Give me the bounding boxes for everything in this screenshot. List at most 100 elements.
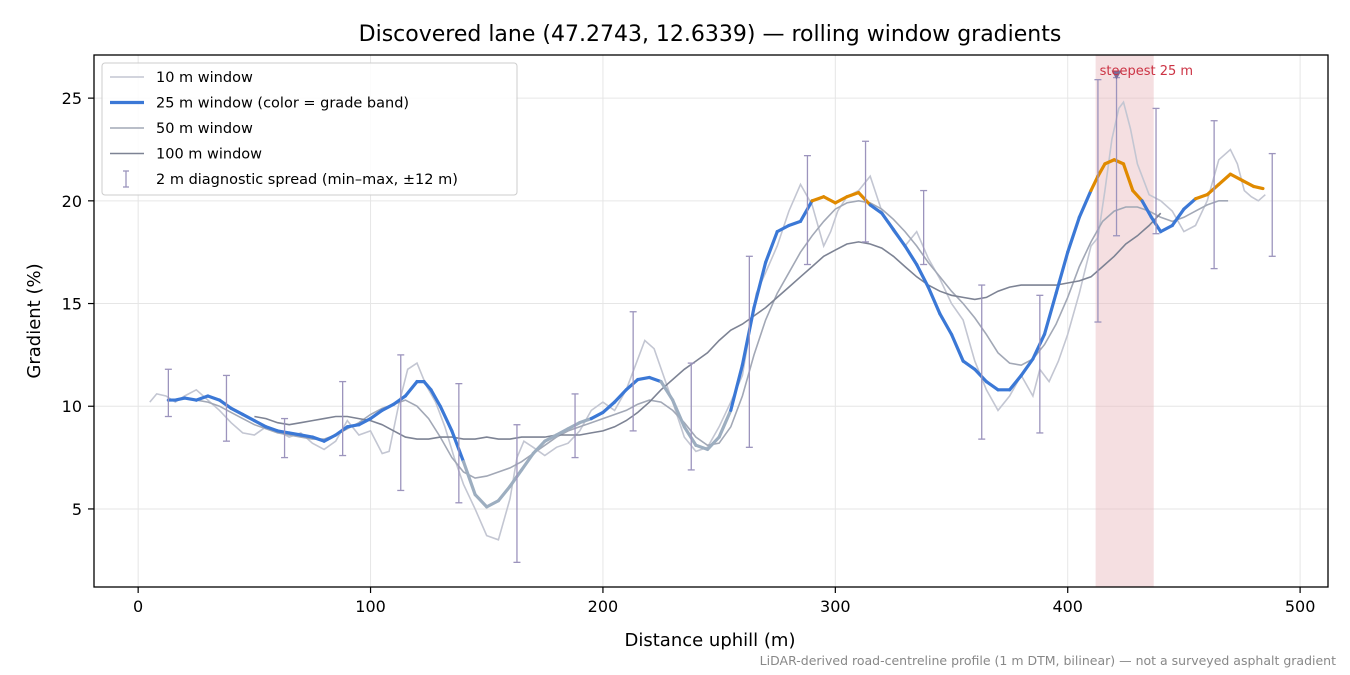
y-axis-label: Gradient (%): [24, 263, 45, 378]
series-25m-segment: [1131, 188, 1144, 203]
plot-frame: [93, 54, 1329, 588]
series-25m-segment: [206, 394, 222, 402]
chart-title: Discovered lane (47.2743, 12.6339) — rol…: [359, 22, 1062, 47]
series-25m-segment: [624, 377, 640, 392]
legend-box: [101, 62, 518, 196]
series-25m-segment: [1182, 197, 1198, 211]
series-50m-line: [196, 199, 1229, 479]
steepest-highlight-band: [1095, 55, 1154, 587]
series-25m-segment: [1077, 188, 1093, 219]
series-25m-segment: [485, 499, 500, 509]
plot-area: [149, 76, 1276, 564]
series-25m-segment: [1159, 223, 1174, 234]
series-25m-segment: [1019, 357, 1035, 378]
series-25m-segment: [915, 262, 930, 289]
x-tick-label: 500: [1285, 597, 1316, 616]
series-25m-segment: [380, 402, 396, 412]
series-25m-segment: [299, 433, 315, 439]
series-25m-segment: [973, 367, 988, 384]
series-25m-segment: [520, 451, 535, 472]
steepest-marker: [1111, 70, 1122, 80]
series-25m-segment: [798, 199, 814, 223]
series-25m-segment: [903, 244, 919, 267]
x-axis-label: Distance uphill (m): [625, 630, 796, 651]
series-25m-segment: [252, 419, 268, 429]
series-25m-segment: [740, 306, 756, 367]
series-25m-segment: [531, 439, 547, 456]
series-25m-segment: [345, 423, 361, 429]
series-25m-segment: [647, 375, 663, 384]
series-25m-segment: [508, 468, 524, 488]
series-25m-segment: [322, 433, 338, 443]
legend-item-10m-label: 10 m window: [156, 70, 253, 86]
series-25m-segment: [1042, 291, 1058, 336]
series-25m-segment: [845, 191, 861, 199]
series-25m-segment: [671, 398, 686, 429]
footnote: LiDAR-derived road-centreline profile (1…: [760, 653, 1336, 668]
series-25m-segment: [1103, 158, 1116, 166]
legend-item-50m-label: 50 m window: [156, 121, 253, 137]
series-25m-segment: [752, 260, 768, 310]
series-25m-segment: [403, 379, 419, 398]
series-25m-segment: [1205, 182, 1221, 197]
series-25m-segment: [1096, 162, 1107, 178]
y-tick-label: 15: [62, 295, 82, 314]
series-25m-segment: [264, 425, 280, 433]
series-25m-segment: [775, 223, 791, 234]
series-25m-segment: [422, 379, 433, 392]
series-25m-segment: [984, 379, 1000, 392]
series-25m-segment: [566, 421, 582, 431]
series-25m-segment: [938, 312, 954, 336]
series-25m-segment: [1112, 158, 1126, 166]
series-25m-segment: [1193, 193, 1209, 201]
series-25m-segment: [961, 359, 977, 371]
series-25m-segment: [496, 484, 512, 503]
series-25m-segment: [717, 408, 733, 439]
series-25m-segment: [949, 332, 965, 363]
y-tick-label: 25: [62, 89, 82, 108]
series-25m-segment: [1066, 215, 1081, 254]
series-25m-segment: [578, 416, 593, 425]
series-25m-segment: [368, 408, 384, 421]
series-25m-segment: [183, 396, 198, 402]
series-25m-segment: [217, 398, 233, 410]
series-25m-segment: [636, 375, 652, 382]
series-25m-segment: [1054, 250, 1070, 295]
series-25m-segment: [241, 412, 256, 423]
series-25m-segment: [926, 285, 942, 316]
series-25m-segment: [764, 230, 779, 265]
series-25m-segment: [1008, 373, 1023, 392]
series-25m-segment: [682, 425, 698, 447]
series-25m-segment: [694, 443, 710, 451]
series-25m-segment: [1240, 178, 1256, 189]
series-25m-segment: [357, 416, 373, 427]
series-25m-segment: [392, 394, 408, 406]
series-25m-segment: [194, 394, 210, 402]
series-25m-segment: [822, 195, 837, 205]
series-25m-segment: [810, 195, 826, 203]
series-25m-segment: [1217, 172, 1232, 187]
series-25m-segment: [438, 404, 454, 433]
series-25m-segment: [1228, 172, 1244, 182]
series-25m-segment: [275, 429, 291, 435]
series-25m-segment: [554, 427, 570, 437]
series-25m-segment: [1170, 207, 1186, 228]
x-tick-label: 200: [588, 597, 619, 616]
series-25m-segment: [473, 492, 489, 509]
series-25m-segment: [461, 460, 477, 497]
series-25m-segment: [1140, 199, 1153, 219]
series-25m-segment: [589, 410, 605, 421]
x-tick-label: 400: [1052, 597, 1083, 616]
series-25m-segment: [601, 400, 617, 415]
series-25m-segment: [543, 433, 559, 443]
series-25m-segment: [880, 211, 896, 232]
x-tick-label: 300: [820, 597, 851, 616]
series-25m-segment: [287, 431, 303, 437]
series-25m-segment: [334, 425, 349, 437]
series-25m-segment: [450, 429, 466, 464]
series-25m-segment: [856, 191, 872, 207]
y-tick-label: 5: [72, 500, 82, 519]
steepest-label: steepest 25 m: [1100, 64, 1193, 79]
series-25m-segment: [310, 435, 326, 443]
